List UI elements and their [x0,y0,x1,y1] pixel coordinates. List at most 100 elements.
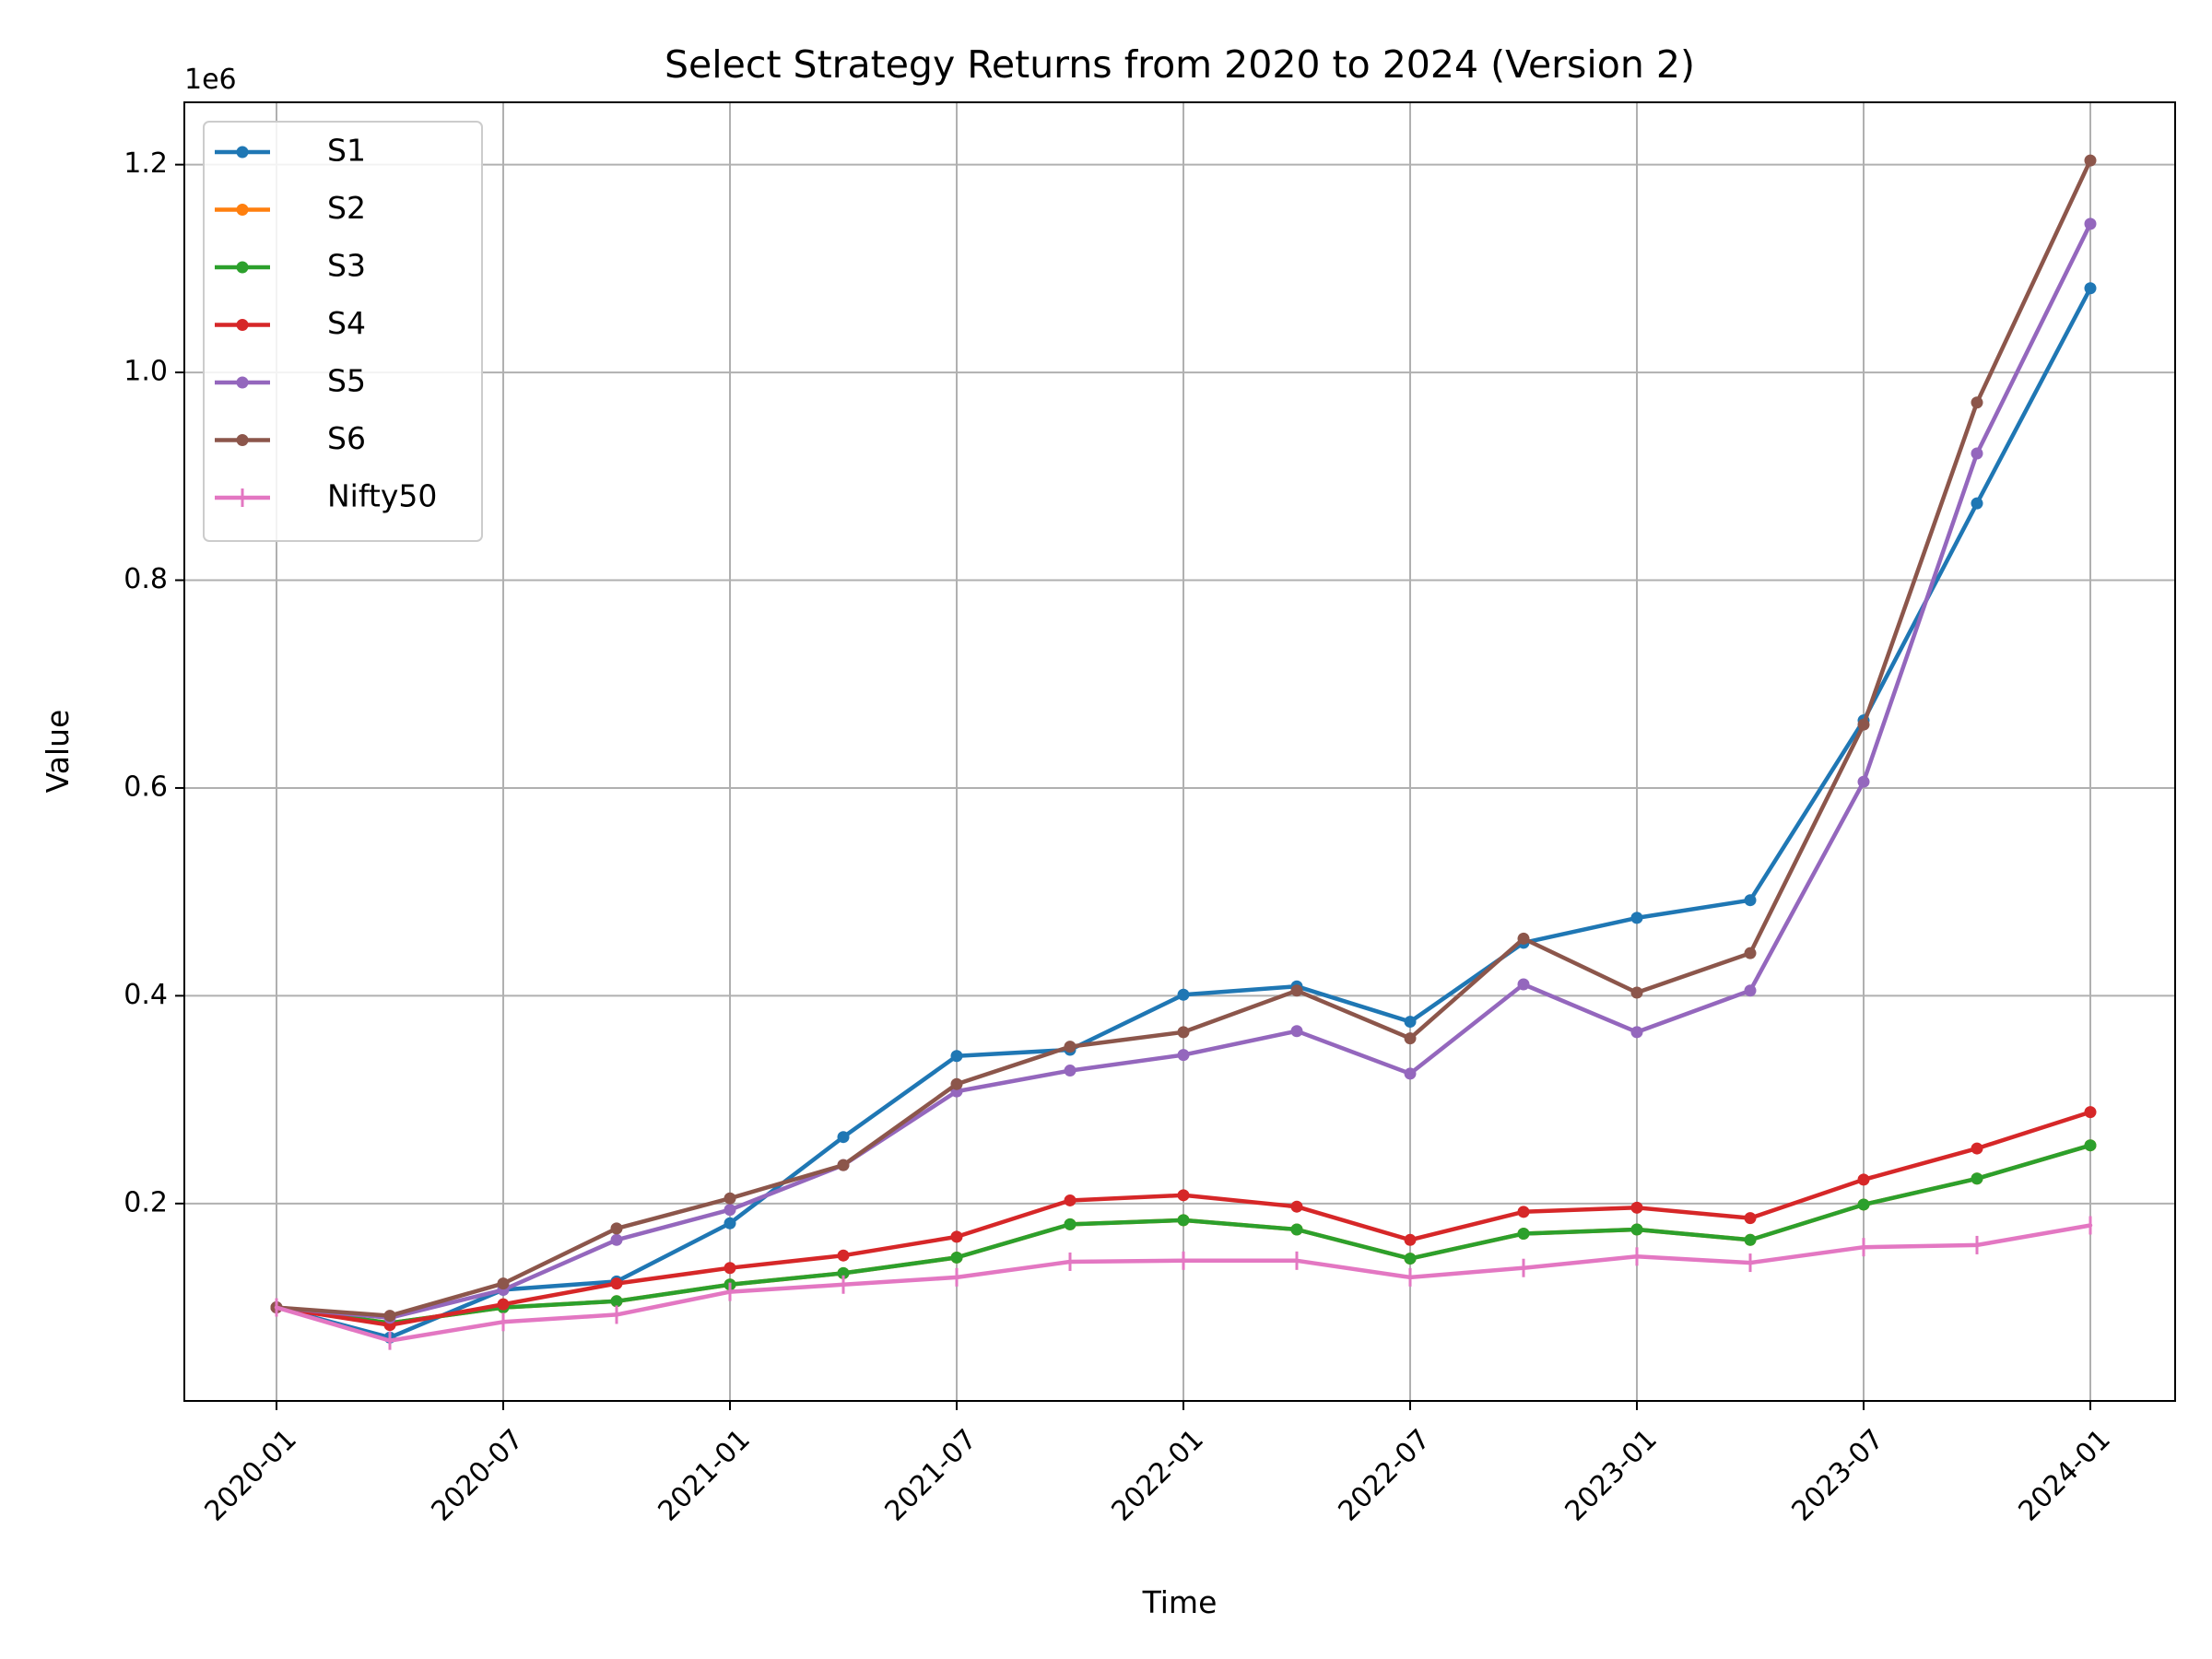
data-point [724,1192,736,1205]
y-tick-label: 0.6 [124,771,168,803]
data-point [1517,932,1530,945]
legend-entry-s5: S5 [215,363,366,399]
data-point [950,1050,963,1063]
data-point [1064,1065,1077,1077]
data-point [1744,1233,1757,1246]
data-point [1177,1214,1190,1227]
data-point [837,1131,850,1144]
data-point [1064,1194,1077,1206]
series-group [270,154,2097,1350]
data-point [2084,1139,2097,1152]
data-point [1517,978,1530,991]
series-s4 [270,1106,2097,1332]
legend-box [203,121,483,542]
data-point [1064,1041,1077,1053]
plot-frame [183,101,2176,1402]
data-point [1177,1026,1190,1039]
data-point [1857,1173,1870,1186]
data-point [1290,1025,1303,1038]
data-point [497,1298,510,1311]
data-point [1064,1218,1077,1230]
data-point [837,1159,850,1171]
legend-marker [236,319,249,331]
legend-label: S5 [327,363,366,399]
y-tick-label: 0.4 [124,979,168,1011]
series-s3 [270,1139,2097,1329]
legend: S1 S2 S3 S4 S5 S6 Nifty50 [203,121,483,542]
legend-label: S1 [327,133,366,169]
data-point [837,1249,850,1262]
data-point [1517,1206,1530,1218]
data-point [610,1295,623,1308]
data-point [383,1310,396,1323]
legend-marker [236,204,249,216]
data-point [1630,1201,1643,1214]
data-point [610,1233,623,1246]
data-point [497,1277,510,1290]
data-point [1517,1228,1530,1241]
legend-entry-s6: S6 [215,420,366,456]
legend-entry-s4: S4 [215,305,366,341]
data-point [724,1204,736,1217]
data-point [1971,1142,1983,1155]
data-point [1857,775,1870,788]
y-offset-label: 1e6 [184,64,237,96]
legend-marker [236,146,249,159]
y-tick-label: 0.8 [124,563,168,595]
legend-label: S6 [327,420,366,456]
data-point [1290,984,1303,997]
chart-title: Select Strategy Returns from 2020 to 202… [665,42,1695,87]
series-s6 [270,154,2097,1323]
y-axis: 0.2 0.4 0.6 0.8 1.0 1.2 [124,147,184,1218]
data-point [1290,1200,1303,1213]
data-point [950,1251,963,1264]
legend-entry-s2: S2 [215,190,366,226]
data-point [1971,1172,1983,1185]
y-tick-label: 0.2 [124,1186,168,1218]
data-point [1404,1032,1417,1045]
legend-entry-s1: S1 [215,133,366,169]
legend-marker [236,376,249,389]
data-point [950,1077,963,1090]
data-point [1630,1026,1643,1039]
data-point [1177,988,1190,1001]
data-point [1404,1016,1417,1029]
data-point [1971,497,1983,510]
data-point [1971,396,1983,409]
data-point [1744,1212,1757,1225]
data-point [1177,1189,1190,1202]
y-axis-title: Value [40,710,76,794]
legend-entry-s3: S3 [215,248,366,284]
legend-marker [236,434,249,446]
data-point [1290,1223,1303,1236]
data-point [724,1262,736,1275]
data-point [2084,282,2097,295]
data-point [724,1217,736,1230]
y-tick-label: 1.0 [124,356,168,388]
data-point [1177,1049,1190,1062]
data-point [2084,1106,2097,1119]
data-point [1404,1067,1417,1080]
data-point [1744,984,1757,997]
x-axis-title: Time [1142,1584,1218,1620]
data-point [2084,154,2097,167]
data-point [1971,447,1983,460]
data-point [2084,218,2097,230]
data-point [1404,1233,1417,1246]
legend-label: S3 [327,248,366,284]
legend-label: S4 [327,305,366,341]
data-point [1630,1223,1643,1236]
data-point [1857,718,1870,731]
data-point [1404,1253,1417,1265]
data-point [837,1266,850,1279]
legend-marker [236,261,249,274]
legend-entry-nifty50: Nifty50 [215,478,437,514]
data-point [1857,1198,1870,1211]
data-point [1744,947,1757,959]
data-point [610,1277,623,1290]
legend-label: Nifty50 [327,478,437,514]
legend-label: S2 [327,190,366,226]
data-point [1630,912,1643,924]
data-point [1744,894,1757,907]
